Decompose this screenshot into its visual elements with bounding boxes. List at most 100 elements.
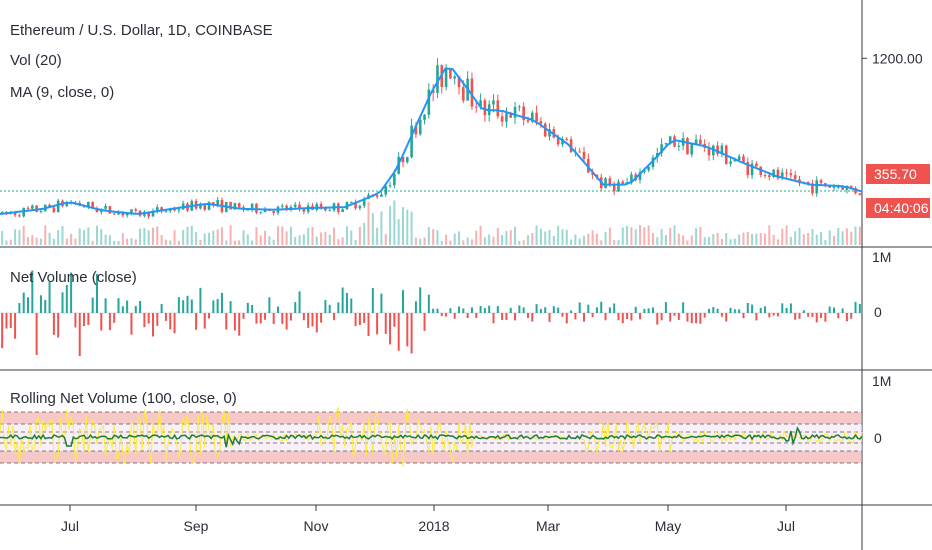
net-volume-bar xyxy=(781,303,784,313)
candle-body xyxy=(638,172,642,180)
volume-bar xyxy=(518,240,521,245)
candle-body xyxy=(513,106,517,118)
rolling-net-volume-title[interactable]: Rolling Net Volume (100, close, 0) xyxy=(10,390,237,407)
net-volume-bar xyxy=(91,297,94,313)
volume-bar xyxy=(52,238,55,245)
candle-body xyxy=(388,185,392,187)
net-volume-bar xyxy=(139,300,142,313)
volume-bar xyxy=(9,239,12,245)
net-volume-bar xyxy=(785,308,788,313)
volume-bar xyxy=(268,236,271,245)
net-volume-bar xyxy=(414,301,417,313)
net-volume-bar xyxy=(578,302,581,313)
net-volume-bar xyxy=(87,313,90,325)
net-volume-bar xyxy=(345,293,348,313)
volume-bar xyxy=(440,240,443,245)
net-volume-bar xyxy=(479,305,482,313)
volume-bar xyxy=(764,233,767,245)
net-volume-axis-top: 1M xyxy=(872,249,891,265)
volume-bar xyxy=(345,226,348,245)
net-volume-bar xyxy=(690,313,693,324)
volume-bar xyxy=(389,206,392,245)
net-volume-bar xyxy=(311,313,314,327)
net-volume-bar xyxy=(738,309,741,313)
candle-body xyxy=(496,100,500,117)
volume-bar xyxy=(703,237,706,245)
volume-bar xyxy=(522,240,525,245)
volume-bar xyxy=(238,240,241,245)
volume-bar xyxy=(358,227,361,245)
symbol-title[interactable]: Ethereum / U.S. Dollar, 1D, COINBASE xyxy=(10,22,273,39)
ma-indicator-label[interactable]: MA (9, close, 0) xyxy=(10,84,115,101)
volume-bar xyxy=(647,225,650,245)
volume-bar xyxy=(820,231,823,245)
volume-bar xyxy=(57,230,60,245)
net-volume-bar xyxy=(152,313,155,337)
net-volume-bar xyxy=(328,304,331,313)
net-volume-bar xyxy=(776,313,779,317)
net-volume-bar xyxy=(268,297,271,313)
net-volume-bar xyxy=(445,313,448,317)
volume-bar xyxy=(152,227,155,245)
volume-bar xyxy=(811,229,814,245)
net-volume-bar xyxy=(233,313,236,331)
net-volume-bar xyxy=(522,307,525,313)
volume-bar xyxy=(578,238,581,245)
net-volume-bar xyxy=(729,307,732,313)
candle-body xyxy=(462,87,465,101)
net-volume-bar xyxy=(212,300,215,313)
net-volume-bar xyxy=(389,313,392,345)
volume-bar xyxy=(397,219,400,245)
volume-bar xyxy=(501,235,504,245)
candle-body xyxy=(660,144,663,153)
volume-bar xyxy=(570,239,573,245)
net-volume-bar xyxy=(475,313,478,318)
net-volume-bar xyxy=(108,313,111,331)
volume-bar xyxy=(832,235,835,245)
net-volume-bar xyxy=(466,313,469,319)
net-volume-bar xyxy=(393,313,396,327)
candle-body xyxy=(630,174,633,183)
candle-body xyxy=(664,143,668,145)
candle-body xyxy=(716,145,719,155)
net-volume-bar xyxy=(380,293,383,313)
candle-body xyxy=(789,173,793,176)
candle-body xyxy=(500,116,504,122)
candle-body xyxy=(785,172,788,174)
vol-indicator-label[interactable]: Vol (20) xyxy=(10,52,62,69)
candle-body xyxy=(604,178,607,189)
net-volume-bar xyxy=(824,313,827,322)
net-volume-bar xyxy=(354,313,357,327)
time-tick-label: Sep xyxy=(184,518,209,534)
candle-body xyxy=(423,114,426,120)
candle-body xyxy=(151,210,155,217)
volume-bar xyxy=(755,233,758,245)
net-volume-bar xyxy=(820,313,823,319)
candle-body xyxy=(384,185,388,195)
net-volume-bar xyxy=(591,313,594,318)
net-volume-bar xyxy=(759,307,762,313)
net-volume-bar xyxy=(83,313,86,327)
net-volume-bar xyxy=(677,313,680,320)
net-volume-bar xyxy=(613,303,616,313)
candle-body xyxy=(479,100,482,107)
candle-body xyxy=(518,106,521,108)
net-volume-bar xyxy=(160,304,163,313)
candle-body xyxy=(449,69,452,79)
volume-bar xyxy=(225,240,228,245)
volume-bar xyxy=(496,227,499,245)
net-volume-bar xyxy=(341,287,344,313)
candle-body xyxy=(591,172,594,176)
candle-body xyxy=(776,169,780,179)
volume-bar xyxy=(544,231,547,245)
candle-body xyxy=(156,207,159,211)
candle-body xyxy=(561,138,564,145)
volume-bar xyxy=(488,234,491,245)
volume-bar xyxy=(699,226,702,245)
candle-body xyxy=(375,195,379,197)
volume-bar xyxy=(380,211,383,245)
volume-bar xyxy=(483,237,486,245)
net-volume-title[interactable]: Net Volume (close) xyxy=(10,269,137,286)
